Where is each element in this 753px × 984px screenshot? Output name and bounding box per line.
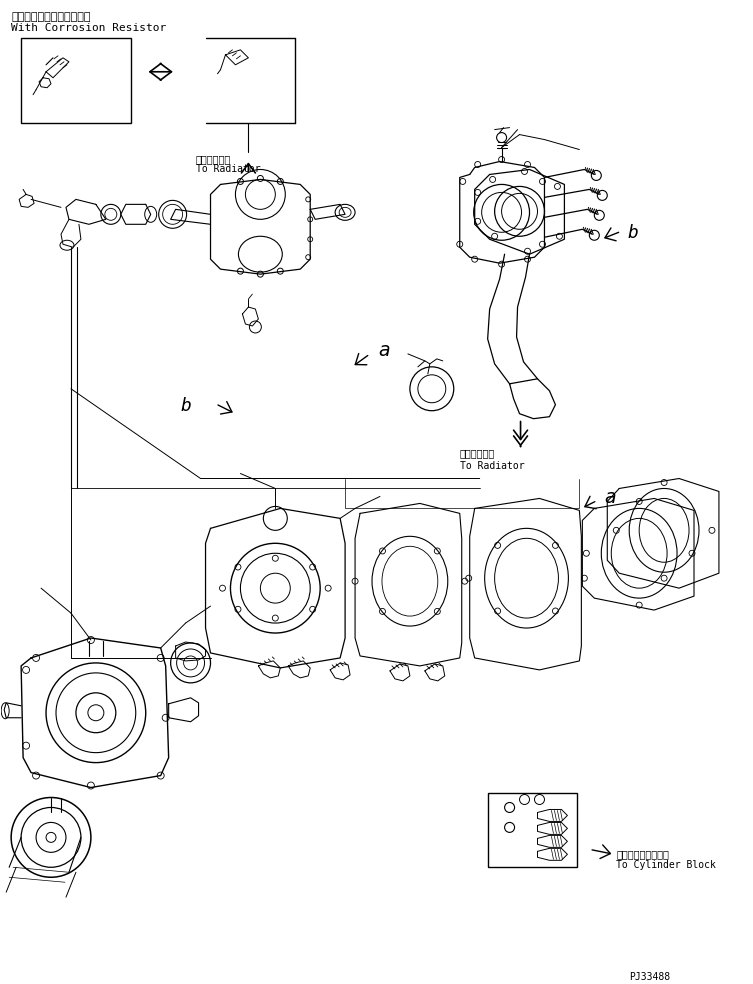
Text: ラジエータへ: ラジエータへ [460,449,495,459]
Text: To Radiator: To Radiator [460,461,524,470]
Text: With Corrosion Resistor: With Corrosion Resistor [11,23,166,32]
Text: a: a [605,488,616,508]
Text: コロージョンレジスタ付き: コロージョンレジスタ付き [11,12,90,22]
Text: b: b [627,224,638,242]
Text: a: a [378,340,390,360]
Text: b: b [181,397,191,415]
Text: シリンダブロックへ: シリンダブロックへ [616,849,669,859]
Text: To Radiator: To Radiator [196,164,261,174]
Bar [21,37,131,123]
Bar [488,792,578,867]
Text: ラジエータへ: ラジエータへ [196,154,231,164]
Text: PJ33488: PJ33488 [630,972,670,982]
Text: To Cylinder Block: To Cylinder Block [616,860,716,870]
